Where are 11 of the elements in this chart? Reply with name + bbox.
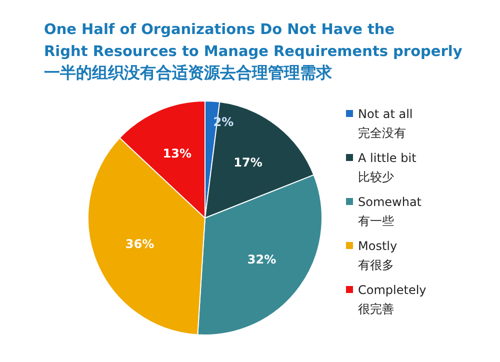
data-label: 32% bbox=[247, 252, 276, 266]
data-label: 17% bbox=[234, 156, 262, 170]
chart-title: One Half of Organizations Do Not Have the Right Resources to Manage Requirements properly bbox=[44, 22, 463, 60]
chart-subtitle: 一半的组织没有合适资源去合理管理需求 bbox=[44, 63, 333, 82]
legend-label: Somewhat 有一些 bbox=[358, 195, 422, 228]
legend-label: A little bit 比较少 bbox=[358, 151, 417, 184]
legend-label: Completely 很完善 bbox=[358, 283, 426, 316]
legend-label: Not at all 完全没有 bbox=[358, 107, 413, 140]
data-label: 13% bbox=[162, 146, 192, 161]
legend-label: Mostly 有很多 bbox=[358, 239, 398, 272]
data-label: 36% bbox=[125, 236, 154, 251]
